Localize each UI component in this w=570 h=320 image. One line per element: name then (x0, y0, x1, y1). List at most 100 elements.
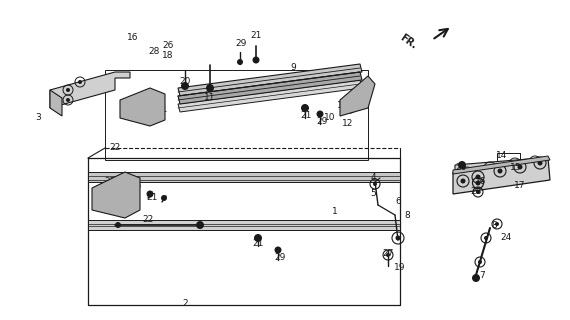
Circle shape (373, 182, 377, 186)
Circle shape (103, 193, 107, 197)
Circle shape (357, 94, 363, 100)
Polygon shape (178, 64, 362, 96)
Polygon shape (120, 88, 165, 126)
Text: 28: 28 (470, 188, 482, 196)
Polygon shape (178, 80, 362, 112)
Circle shape (478, 260, 482, 264)
Circle shape (146, 190, 153, 197)
Polygon shape (453, 156, 550, 174)
Circle shape (196, 221, 204, 229)
Text: 14: 14 (496, 150, 508, 159)
Text: 29: 29 (274, 253, 286, 262)
Circle shape (113, 189, 117, 193)
Circle shape (115, 222, 121, 228)
Text: 11: 11 (204, 92, 216, 101)
Circle shape (532, 159, 538, 164)
Text: 17: 17 (514, 181, 526, 190)
Circle shape (275, 246, 282, 253)
Polygon shape (178, 72, 362, 104)
Text: 22: 22 (142, 215, 154, 225)
Circle shape (181, 82, 189, 90)
Circle shape (143, 105, 147, 109)
Text: 26: 26 (162, 41, 174, 50)
Circle shape (153, 101, 157, 105)
Circle shape (161, 195, 167, 201)
Circle shape (301, 104, 309, 112)
Text: 29: 29 (235, 39, 247, 49)
Text: 21: 21 (253, 239, 264, 249)
Polygon shape (50, 72, 130, 108)
Circle shape (495, 222, 499, 226)
Text: 13: 13 (337, 100, 349, 109)
Circle shape (356, 98, 360, 102)
Text: 6: 6 (395, 197, 401, 206)
Circle shape (498, 169, 503, 173)
Text: 5: 5 (370, 189, 376, 198)
Circle shape (316, 110, 324, 117)
Text: 2: 2 (182, 299, 188, 308)
Text: FR.: FR. (397, 33, 418, 51)
Text: 22: 22 (109, 143, 121, 153)
Text: 16: 16 (127, 33, 139, 42)
Circle shape (512, 162, 518, 166)
Polygon shape (50, 90, 62, 116)
Circle shape (358, 90, 362, 94)
Circle shape (123, 184, 127, 188)
Polygon shape (453, 158, 550, 194)
Circle shape (475, 180, 481, 186)
Polygon shape (88, 172, 400, 182)
Text: 20: 20 (455, 164, 467, 172)
Circle shape (361, 89, 367, 93)
Circle shape (484, 236, 488, 240)
Text: 21: 21 (146, 193, 158, 202)
Circle shape (66, 88, 70, 92)
Circle shape (518, 164, 523, 170)
Circle shape (538, 161, 543, 165)
Polygon shape (92, 172, 140, 218)
Text: 21: 21 (156, 106, 168, 115)
Circle shape (237, 59, 243, 65)
Text: 15: 15 (510, 163, 522, 172)
Circle shape (348, 105, 352, 109)
Text: 8: 8 (491, 221, 497, 230)
Text: 21: 21 (250, 30, 262, 39)
Circle shape (475, 174, 481, 180)
Circle shape (66, 98, 70, 102)
Text: 25: 25 (352, 92, 364, 100)
Circle shape (476, 190, 480, 194)
Circle shape (346, 103, 350, 107)
Text: 20: 20 (180, 77, 191, 86)
Polygon shape (88, 220, 400, 230)
Circle shape (386, 253, 390, 257)
Circle shape (136, 108, 140, 112)
Text: 24: 24 (500, 234, 512, 243)
Circle shape (458, 161, 466, 169)
Text: 3: 3 (35, 114, 41, 123)
Circle shape (465, 171, 470, 175)
Text: 18: 18 (162, 52, 174, 60)
Circle shape (253, 57, 259, 63)
Text: 12: 12 (343, 119, 354, 129)
Circle shape (461, 179, 466, 183)
Text: 21: 21 (300, 111, 312, 121)
Text: 26: 26 (474, 178, 486, 187)
Text: 7: 7 (479, 270, 485, 279)
Text: 1: 1 (332, 207, 338, 217)
Text: 4: 4 (370, 173, 376, 182)
Text: 28: 28 (148, 47, 160, 57)
Circle shape (206, 84, 214, 92)
Polygon shape (455, 158, 545, 185)
Text: 9: 9 (290, 63, 296, 73)
Circle shape (472, 274, 480, 282)
Text: 29: 29 (142, 110, 154, 119)
Text: 10: 10 (324, 113, 336, 122)
Circle shape (396, 236, 401, 241)
Polygon shape (340, 76, 375, 116)
Circle shape (487, 165, 492, 171)
Text: 27: 27 (382, 249, 394, 258)
Circle shape (78, 80, 82, 84)
Text: 19: 19 (394, 262, 406, 271)
Text: 29: 29 (316, 117, 328, 126)
Text: 23: 23 (104, 177, 116, 186)
Text: 23: 23 (125, 100, 137, 109)
